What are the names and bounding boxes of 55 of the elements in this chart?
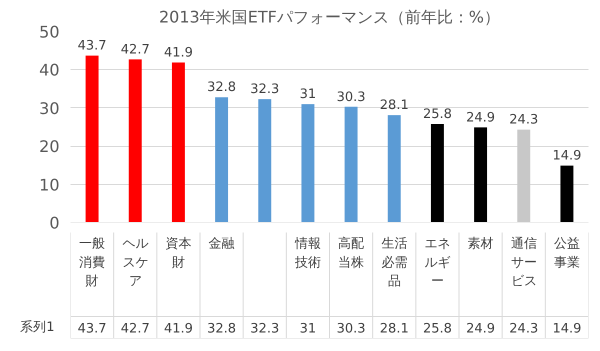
- text: 系列1: [20, 320, 55, 335]
- bar: [301, 104, 314, 222]
- text: 24.9: [466, 110, 496, 126]
- data-label: 24.3: [509, 322, 538, 336]
- text: 14.9: [552, 148, 582, 164]
- text: 42.7: [120, 42, 150, 58]
- text: 30.3: [336, 90, 366, 105]
- data-label: 41.9: [164, 322, 193, 336]
- bar: [86, 56, 99, 222]
- data-label: 30.3: [336, 322, 366, 336]
- y-tick-label: 50: [39, 22, 60, 42]
- bar: [344, 106, 358, 222]
- y-tick-label: 30: [39, 98, 60, 118]
- x-tick-label: 一般消費財: [79, 236, 106, 289]
- data-label: 42.7: [120, 322, 150, 336]
- x-tick-label: 資本財: [165, 236, 192, 270]
- data-label: 24.9: [466, 322, 496, 336]
- x-tick-label: 金融: [208, 236, 235, 252]
- data-label: 28.1: [380, 322, 409, 336]
- text: 32.8: [207, 80, 236, 96]
- x-tick-label: 生活必需品: [381, 236, 408, 289]
- bar: [172, 62, 185, 222]
- text: 28.1: [380, 98, 409, 114]
- bar: [128, 59, 142, 222]
- bar: [474, 127, 488, 222]
- bar: [560, 166, 574, 222]
- data-label: 14.9: [552, 322, 582, 336]
- chart-title: 2013年米国ETFパフォーマンス（前年比：%）: [158, 8, 500, 26]
- bar: [215, 97, 228, 222]
- data-label: 32.8: [207, 322, 236, 336]
- text: 31: [300, 87, 316, 102]
- y-tick-label: 20: [39, 137, 60, 156]
- data-label: 25.8: [422, 322, 452, 336]
- x-tick-label: 公益事業: [554, 236, 580, 270]
- data-label: 43.7: [78, 322, 107, 336]
- y-tick-label: 10: [39, 175, 60, 194]
- x-tick-label: 通信サービス: [510, 236, 537, 289]
- text: 41.9: [164, 45, 193, 60]
- x-tick-label: エネルギー: [424, 236, 450, 289]
- x-tick-label: 情報技術: [294, 236, 321, 270]
- text: 24.3: [509, 112, 538, 128]
- data-label: 32.3: [250, 322, 280, 336]
- x-tick-label: 高配当株: [338, 236, 364, 270]
- x-tick-label: ヘルスケア: [122, 236, 148, 289]
- y-tick-label: 0: [49, 214, 60, 232]
- text: 32.3: [250, 82, 280, 98]
- data-label: 31: [300, 322, 316, 336]
- x-tick-label: 素材: [468, 236, 494, 252]
- bar: [258, 99, 272, 222]
- text: 25.8: [422, 106, 452, 122]
- bar: [517, 130, 530, 222]
- text: 43.7: [78, 38, 107, 54]
- bar: [388, 115, 401, 222]
- y-tick-label: 40: [39, 60, 60, 80]
- bar: [430, 124, 444, 222]
